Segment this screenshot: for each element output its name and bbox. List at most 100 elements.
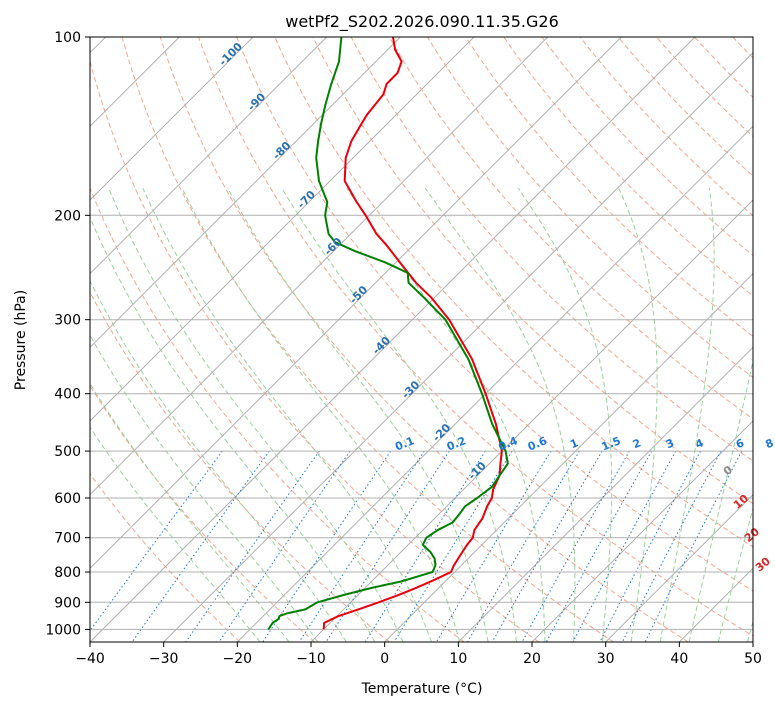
y-axis-title: Pressure (hPa) — [13, 290, 29, 390]
y-axis-ticks: 100 200 300 400 500 600 700 800 900 1000 — [45, 30, 90, 638]
moist-adiabat-label: 30 — [753, 554, 773, 574]
isotherm-line — [310, 199, 753, 642]
mixing-ratio-label: 1 — [568, 436, 580, 451]
moist-adiabat-line — [90, 382, 290, 642]
y-tick-label: 200 — [54, 208, 81, 224]
moist-adiabat-line — [517, 187, 613, 642]
isotherm-label: -80 — [270, 139, 293, 162]
mixing-ratio-label: 2 — [631, 436, 643, 451]
mixing-ratio-line — [599, 450, 701, 642]
mixing-ratio-line — [621, 450, 722, 642]
temperature-profile-line — [322, 37, 503, 630]
isotherm-line — [605, 493, 753, 642]
moist-adiabat-line — [90, 215, 376, 642]
isotherm-line — [90, 37, 696, 642]
chart-title: wetPf2_S202.2026.090.11.35.G26 — [285, 12, 559, 32]
dry-adiabat-line — [236, 37, 753, 592]
x-tick-label: −10 — [296, 651, 326, 667]
plot-frame — [89, 36, 754, 643]
mixing-ratio-label: 3 — [664, 436, 676, 451]
isotherm-line — [90, 37, 328, 275]
mixing-ratio-line — [298, 450, 425, 642]
moist-adiabat-line — [618, 187, 658, 642]
dry-adiabat-line — [732, 37, 753, 59]
x-axis-ticks: −40 −30 −20 −10 0 10 20 30 40 50 — [75, 642, 762, 667]
isotherm-label: -50 — [347, 283, 370, 306]
moist-adiabat-line — [346, 187, 546, 642]
dry-adiabat-line — [656, 37, 753, 138]
dry-adiabat-line — [350, 37, 753, 462]
x-tick-label: 10 — [449, 651, 467, 667]
y-tick-label: 600 — [54, 491, 81, 507]
isotherm-label: -60 — [322, 235, 345, 258]
dry-adiabat-line — [541, 37, 753, 257]
dry-adiabat-line — [90, 59, 540, 642]
isotherm-line — [90, 37, 475, 422]
x-tick-label: −20 — [223, 651, 253, 667]
mixing-ratio-line — [262, 450, 392, 642]
moist-adiabat-label: 10 — [731, 492, 751, 512]
y-tick-label: 700 — [54, 531, 81, 547]
mixing-ratio-line — [435, 450, 552, 642]
isotherm-line — [531, 420, 753, 642]
dry-adiabat-line — [503, 37, 753, 297]
isotherm-label: -90 — [245, 90, 268, 113]
mixing-ratio-line — [644, 450, 743, 642]
y-tick-label: 300 — [54, 313, 81, 329]
moist-adiabat-label: 40 — [773, 582, 775, 602]
y-tick-label: 800 — [54, 565, 81, 581]
moist-adiabat-line — [90, 334, 319, 642]
dewpoint-profile-line — [267, 37, 509, 630]
dry-adiabat-line — [771, 37, 775, 642]
moist-adiabat-line — [90, 426, 261, 642]
mixing-ratio-line — [131, 450, 270, 642]
dry-adiabat-line — [90, 186, 465, 642]
x-tick-label: 20 — [523, 651, 541, 667]
moist-adiabat-line — [659, 188, 715, 642]
dry-adiabat-line — [274, 37, 753, 548]
isotherm-line — [457, 346, 753, 642]
isotherm-label: -100 — [216, 40, 245, 69]
x-tick-label: −40 — [75, 651, 105, 667]
y-tick-label: 900 — [54, 595, 81, 611]
mixing-ratio-line — [185, 450, 320, 642]
dry-adiabat-line — [90, 291, 390, 642]
isotherm-line — [236, 125, 753, 642]
moist-adiabat-line — [688, 358, 753, 642]
dry-adiabat-line — [121, 37, 614, 642]
mixing-ratio-line — [545, 450, 653, 642]
line-labels: -100-90-80-70-60-50-40-30-20-100.1 0.2 0.4… — [216, 40, 775, 603]
isotherm-line — [90, 37, 549, 496]
mixing-ratio-line — [393, 450, 513, 642]
moist-adiabat-line — [142, 187, 432, 642]
y-tick-label: 400 — [54, 387, 81, 403]
background-lines — [90, 37, 775, 642]
mixing-ratio-line — [218, 450, 351, 642]
isotherm-line — [90, 37, 401, 349]
moist-adiabat-line — [108, 188, 404, 642]
x-tick-label: 0 — [380, 651, 389, 667]
isotherm-line — [90, 37, 622, 570]
dry-adiabat-line — [90, 472, 241, 642]
y-tick-label: 1000 — [45, 622, 81, 638]
mixing-ratio-line — [521, 450, 630, 642]
x-tick-label: 50 — [744, 651, 762, 667]
moist-adiabat-line — [90, 279, 347, 642]
y-tick-label: 100 — [54, 30, 81, 46]
dry-adiabat-line — [426, 37, 753, 379]
x-axis-title: Temperature (°C) — [361, 681, 483, 697]
dry-adiabat-line — [465, 37, 753, 338]
profiles — [267, 37, 509, 630]
moist-adiabat-label: 0 — [721, 463, 735, 478]
isotherm-line — [384, 272, 753, 642]
dry-adiabat-line — [694, 37, 753, 98]
x-tick-label: 30 — [597, 651, 615, 667]
moist-adiabat-line — [424, 187, 576, 642]
dry-adiabat-line — [388, 37, 753, 420]
x-tick-label: −30 — [149, 651, 179, 667]
dry-adiabat-line — [159, 37, 689, 642]
isotherm-line — [678, 567, 753, 642]
isotherm-label: -70 — [295, 188, 318, 211]
dry-adiabat-line — [198, 37, 753, 637]
